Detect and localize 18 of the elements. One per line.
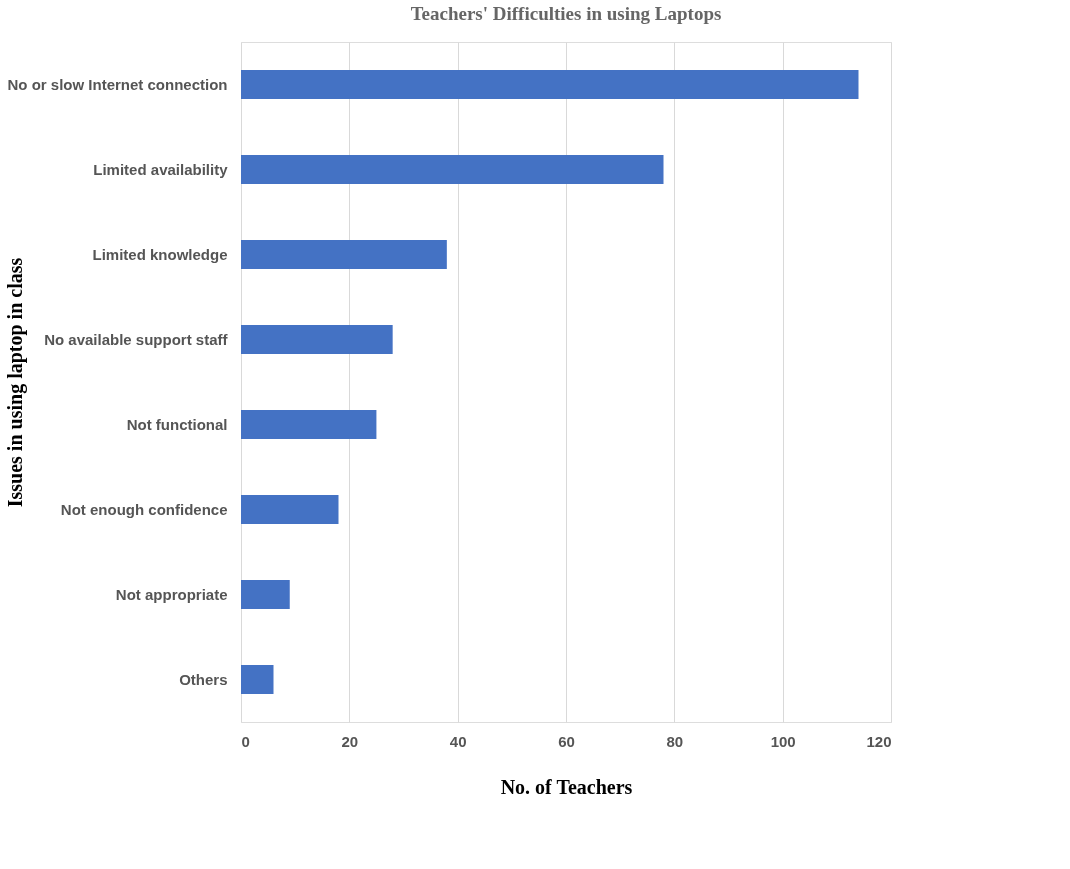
x-tick-label: 60	[558, 732, 575, 750]
x-tick-label: 0	[241, 732, 250, 750]
y-tick-label: No or slow Internet connection	[7, 75, 228, 93]
y-tick-label: Not appropriate	[115, 585, 228, 603]
x-tick-label: 20	[341, 732, 359, 750]
x-tick-label: 100	[770, 732, 796, 750]
y-tick-label: Limited knowledge	[92, 245, 228, 263]
chart-title: Teachers' Difficulties in using Laptops	[410, 3, 722, 24]
x-tick-label: 80	[666, 732, 684, 750]
y-tick-label: Not functional	[126, 415, 228, 433]
x-axis-title: No. of Teachers	[500, 775, 633, 798]
y-tick-label: Limited availability	[93, 160, 229, 178]
y-axis-title: Issues in using laptop in class	[3, 257, 27, 508]
y-tick-label: Not enough confidence	[60, 500, 228, 518]
y-tick-label: No available support staff	[44, 330, 229, 348]
y-tick-label: Others	[179, 670, 228, 688]
x-tick-label: 40	[449, 732, 467, 750]
x-tick-label: 120	[866, 732, 892, 750]
